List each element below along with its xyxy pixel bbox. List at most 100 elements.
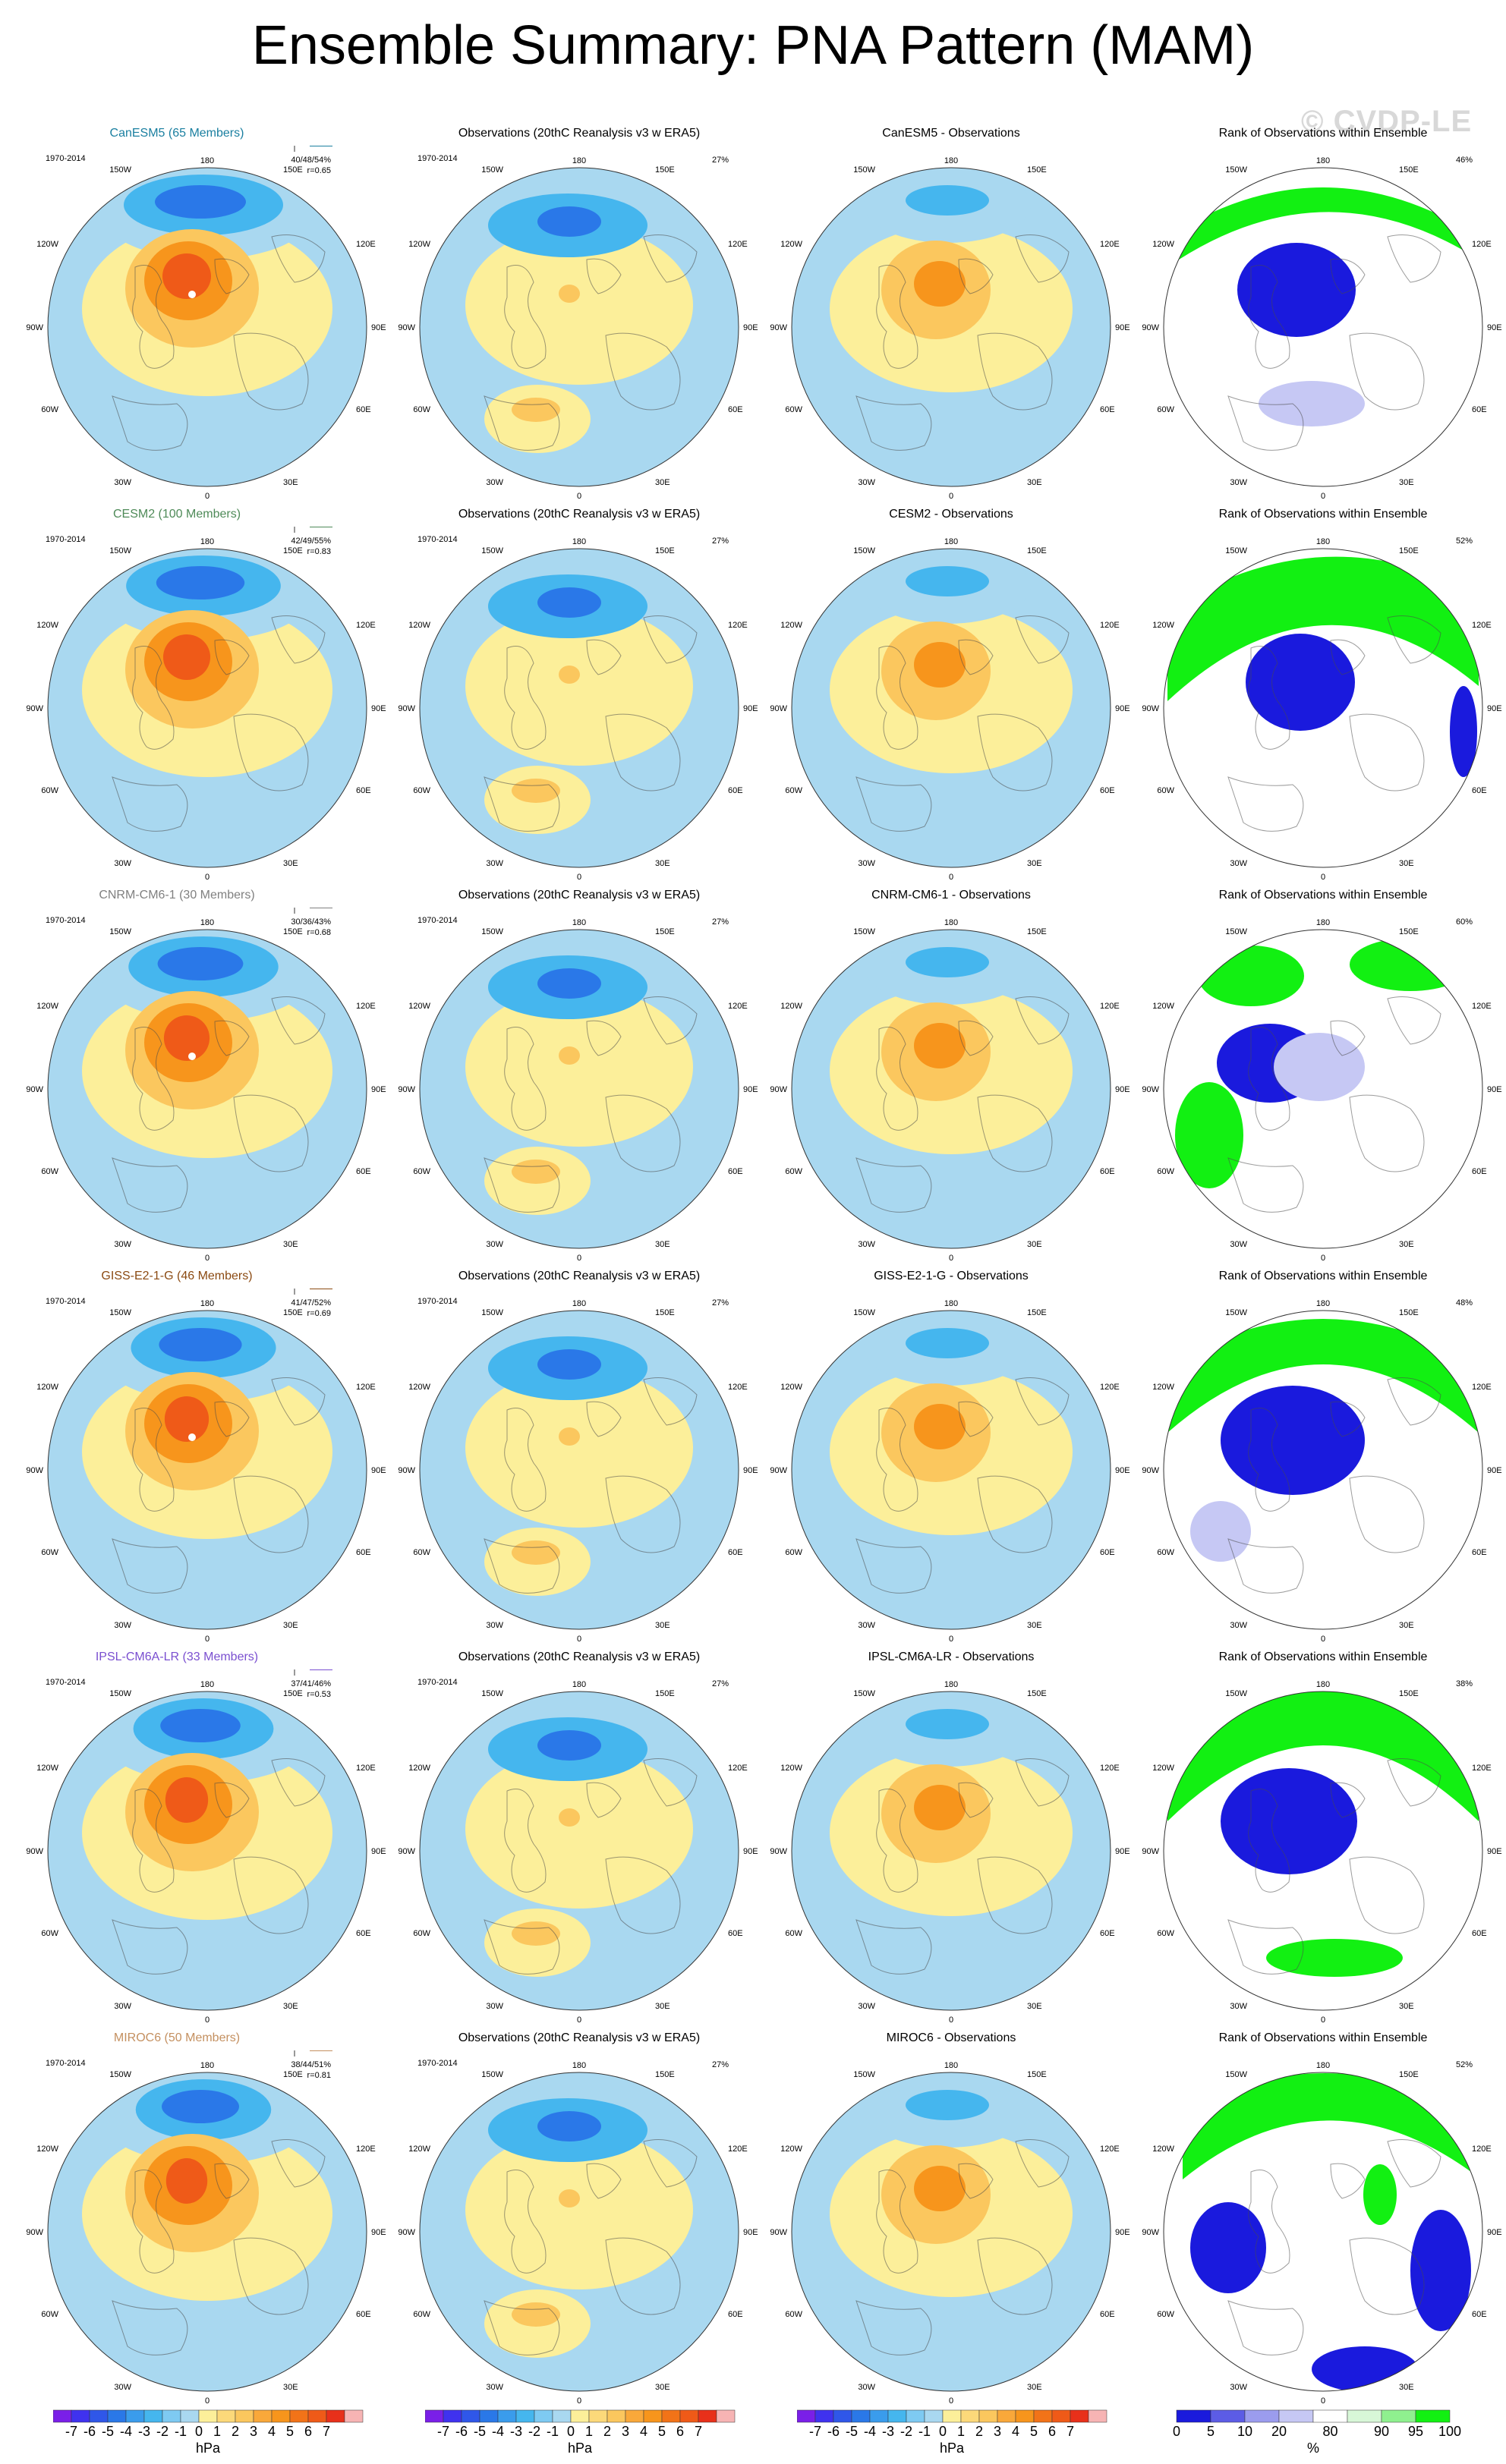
panel-title: MIROC6 - Observations — [886, 2031, 1016, 2044]
lon-label-lr1: 60E — [728, 1929, 743, 1938]
lon-label-ul2: 120W — [36, 1383, 58, 1392]
lon-label-lr2: 30E — [1399, 859, 1414, 868]
lon-label-ul1: 150W — [109, 546, 131, 555]
colorbar-swatch — [643, 2409, 663, 2423]
lon-label-ul1: 150W — [853, 1308, 875, 1317]
panel-rank: Rank of Observations within Ensemble 180 0… — [1137, 888, 1506, 1267]
lon-label-ll1: 60W — [785, 1548, 802, 1557]
lon-label-lr1: 60E — [356, 1167, 371, 1176]
lon-label-lr2: 30E — [655, 2002, 670, 2011]
lon-label-lr1: 60E — [728, 786, 743, 795]
panel-rank: Rank of Observations within Ensemble 180 0… — [1137, 1269, 1506, 1648]
lon-label-ll1: 60W — [1157, 786, 1174, 795]
lon-label-ur2: 120E — [728, 1002, 748, 1011]
correlation-label: r=0.69 — [307, 1309, 332, 1318]
rank-map: 180 0 90W 90E 150W 120W 150E 120E 60W 30W 60E 30E 38… — [1142, 1679, 1501, 2025]
lon-label-ll2: 30W — [114, 2002, 131, 2011]
colorbar-swatch — [960, 2409, 980, 2423]
period-label: 1970-2014 — [417, 1297, 458, 1306]
lon-label-lr2: 30E — [655, 1621, 670, 1630]
rank-percent: 46% — [1456, 156, 1473, 165]
lon-label-ll2: 30W — [114, 2383, 131, 2392]
colorbar-swatch — [552, 2409, 572, 2423]
colorbar-swatch — [1051, 2409, 1071, 2423]
colorbar-swatch — [796, 2409, 816, 2423]
panel-title: Observations (20thC Reanalysis v3 w ERA5… — [458, 1270, 701, 1282]
panel-obs: Observations (20thC Reanalysis v3 w ERA5… — [393, 1650, 765, 2029]
panel-title: Rank of Observations within Ensemble — [1218, 508, 1428, 521]
lon-label-left: 90W — [1142, 1085, 1159, 1094]
lon-label-ll2: 30W — [486, 478, 503, 487]
lon-label-ll1: 60W — [413, 786, 430, 795]
lon-label-ul2: 120W — [36, 1002, 58, 1011]
lon-label-ur1: 150E — [1027, 2070, 1047, 2079]
lon-label-ul2: 120W — [1152, 1383, 1174, 1392]
lon-label-ur2: 120E — [356, 2145, 376, 2154]
lon-label-lr2: 30E — [283, 859, 298, 868]
lon-label-right: 90E — [743, 704, 758, 713]
lon-label-ll1: 60W — [785, 405, 802, 414]
colorbar-swatch — [216, 2409, 236, 2423]
rank-colorbar-tick: 80 — [1322, 2424, 1337, 2439]
colorbar-swatch — [198, 2409, 218, 2423]
lon-label-top: 180 — [1316, 918, 1330, 927]
colorbar-swatch — [833, 2409, 852, 2423]
panel-rank: Rank of Observations within Ensemble 180 0… — [1137, 2031, 1506, 2410]
lon-label-ul1: 150W — [481, 165, 503, 175]
colorbar-swatch — [814, 2409, 834, 2423]
lon-label-ur2: 120E — [356, 1002, 376, 1011]
lon-label-ur2: 120E — [728, 240, 748, 249]
lon-label-right: 90E — [1115, 1466, 1130, 1475]
lon-label-right: 90E — [1115, 323, 1130, 332]
lon-label-lr1: 60E — [356, 1548, 371, 1557]
obs-percent: 27% — [712, 917, 729, 927]
colorbar-swatch — [143, 2409, 163, 2423]
member-spread-glyph — [294, 146, 332, 152]
lon-label-ul2: 120W — [36, 2145, 58, 2154]
lon-label-top: 180 — [944, 918, 958, 927]
stats-label: 40/48/54% — [291, 156, 331, 165]
lon-label-top: 180 — [572, 156, 586, 165]
member-spread-glyph — [294, 1289, 332, 1295]
lon-label-bottom: 0 — [949, 2016, 953, 2025]
obs-map: 180 0 90W 90E 150W 120W 150E 120E 60W 30W 60E 30E 19… — [398, 535, 758, 882]
lon-label-lr1: 60E — [728, 2310, 743, 2319]
lon-label-ll1: 60W — [41, 405, 58, 414]
lon-label-ur1: 150E — [283, 165, 303, 175]
lon-label-lr1: 60E — [356, 786, 371, 795]
lon-label-lr2: 30E — [1027, 1621, 1042, 1630]
panel-title: CanESM5 (65 Members) — [109, 127, 244, 140]
ens-map: 180 0 90W 90E 150W 120W 150E 120E 60W 30W 60E 30E 19… — [26, 2050, 386, 2406]
lon-label-right: 90E — [743, 1466, 758, 1475]
colorbar-swatch — [997, 2409, 1016, 2423]
lon-label-ul1: 150W — [853, 1689, 875, 1698]
rank-colorbar-tick: 100 — [1438, 2424, 1461, 2439]
lon-label-lr1: 60E — [1472, 405, 1487, 414]
lon-label-ll1: 60W — [41, 1929, 58, 1938]
panel-ens: CNRM-CM6-1 (30 Members) 180 0 90W 90E 150W 120… — [21, 888, 393, 1267]
lon-label-ll2: 30W — [1230, 859, 1247, 868]
lon-label-ul1: 150W — [1225, 2070, 1247, 2079]
lon-label-ul1: 150W — [481, 1689, 503, 1698]
colorbar-swatch — [461, 2409, 480, 2423]
panel-ens: IPSL-CM6A-LR (33 Members) 180 0 90W 90E 150W 1… — [21, 1650, 393, 2029]
panel-title: Rank of Observations within Ensemble — [1218, 2031, 1428, 2044]
rank-colorbar-swatch — [1312, 2409, 1348, 2423]
main-title: Ensemble Summary: PNA Pattern (MAM) — [251, 15, 1255, 76]
lon-label-ur2: 120E — [1100, 1002, 1120, 1011]
lon-label-ul2: 120W — [1152, 1764, 1174, 1773]
lon-label-top: 180 — [1316, 156, 1330, 165]
lon-label-ur1: 150E — [1399, 2070, 1419, 2079]
period-label: 1970-2014 — [46, 916, 86, 925]
lon-label-lr1: 60E — [1100, 1548, 1115, 1557]
lon-label-ur2: 120E — [1100, 240, 1120, 249]
lon-label-right: 90E — [743, 1847, 758, 1856]
colorbar-swatch — [851, 2409, 871, 2423]
lon-label-ll1: 60W — [785, 1167, 802, 1176]
lon-label-ll2: 30W — [858, 1621, 875, 1630]
lon-label-ur2: 120E — [1100, 2145, 1120, 2154]
lon-label-ur1: 150E — [655, 2070, 675, 2079]
colorbar-swatch — [1015, 2409, 1035, 2423]
diff-map: 180 0 90W 90E 150W 120W 150E 120E 60W 30W 60E 30E — [770, 537, 1130, 882]
lon-label-ul1: 150W — [1225, 1689, 1247, 1698]
